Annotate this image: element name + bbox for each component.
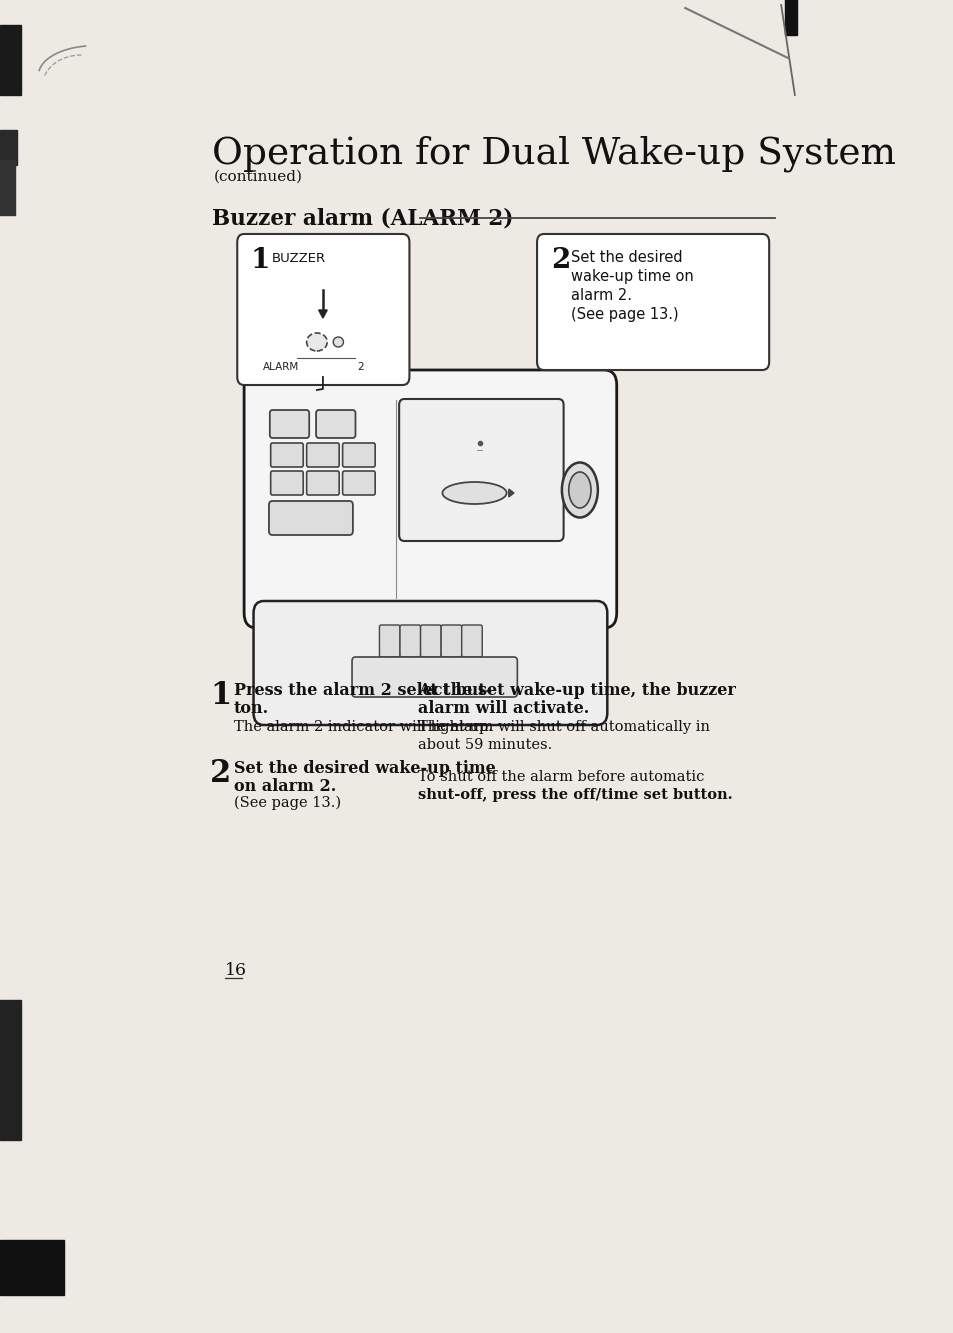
Text: BUZZER: BUZZER [272, 252, 325, 265]
Polygon shape [318, 311, 327, 319]
FancyBboxPatch shape [269, 501, 353, 535]
Text: 2: 2 [550, 247, 570, 275]
Text: Set the desired wake-up time: Set the desired wake-up time [233, 760, 495, 777]
Text: about 59 minutes.: about 59 minutes. [417, 738, 552, 752]
FancyBboxPatch shape [237, 235, 409, 385]
FancyBboxPatch shape [271, 443, 303, 467]
Text: alarm will activate.: alarm will activate. [417, 700, 589, 717]
Text: Press the alarm 2 select but-: Press the alarm 2 select but- [233, 682, 492, 698]
Text: 2: 2 [210, 758, 231, 789]
Text: 1: 1 [210, 680, 231, 710]
Text: ALARM: ALARM [263, 363, 299, 372]
Text: 2: 2 [356, 363, 363, 372]
FancyBboxPatch shape [537, 235, 768, 371]
FancyBboxPatch shape [306, 443, 339, 467]
FancyBboxPatch shape [270, 411, 309, 439]
Text: wake-up time on: wake-up time on [571, 269, 694, 284]
Bar [0, 131, 17, 165]
FancyBboxPatch shape [420, 625, 440, 657]
Text: on alarm 2.: on alarm 2. [233, 778, 335, 794]
Text: alarm 2.: alarm 2. [571, 288, 632, 303]
Text: The alarm 2 indicator will light up.: The alarm 2 indicator will light up. [233, 720, 492, 734]
Text: Buzzer alarm (ALARM 2): Buzzer alarm (ALARM 2) [213, 208, 514, 231]
FancyBboxPatch shape [399, 625, 420, 657]
Text: 16: 16 [225, 962, 247, 978]
FancyBboxPatch shape [352, 657, 517, 697]
FancyBboxPatch shape [440, 625, 461, 657]
Text: (See page 13.): (See page 13.) [571, 307, 679, 323]
Polygon shape [508, 489, 514, 497]
FancyBboxPatch shape [461, 625, 481, 657]
Text: shut-off, press the off/time set button.: shut-off, press the off/time set button. [417, 788, 732, 802]
Ellipse shape [442, 483, 506, 504]
Bar [0, 1000, 21, 1140]
Text: The alarm will shut off automatically in: The alarm will shut off automatically in [417, 720, 709, 734]
Bar [0, 160, 15, 215]
Text: Operation for Dual Wake-up System: Operation for Dual Wake-up System [213, 135, 896, 172]
Text: Set the desired: Set the desired [571, 251, 682, 265]
Bar [0, 1240, 64, 1294]
FancyBboxPatch shape [398, 399, 563, 541]
Bar [0, 25, 21, 95]
FancyBboxPatch shape [244, 371, 616, 628]
Ellipse shape [568, 472, 591, 508]
Ellipse shape [561, 463, 598, 517]
Ellipse shape [306, 333, 327, 351]
FancyBboxPatch shape [253, 601, 607, 725]
Text: At the set wake-up time, the buzzer: At the set wake-up time, the buzzer [417, 682, 735, 698]
FancyBboxPatch shape [342, 443, 375, 467]
FancyBboxPatch shape [271, 471, 303, 495]
FancyBboxPatch shape [342, 471, 375, 495]
Text: (continued): (continued) [213, 171, 303, 184]
Text: ton.: ton. [233, 700, 269, 717]
Bar [783, 0, 796, 35]
Text: To shut off the alarm before automatic: To shut off the alarm before automatic [417, 770, 703, 784]
FancyBboxPatch shape [306, 471, 339, 495]
FancyBboxPatch shape [379, 625, 399, 657]
Ellipse shape [333, 337, 343, 347]
Text: 1: 1 [251, 247, 270, 275]
FancyBboxPatch shape [315, 411, 355, 439]
Text: (See page 13.): (See page 13.) [233, 796, 340, 810]
